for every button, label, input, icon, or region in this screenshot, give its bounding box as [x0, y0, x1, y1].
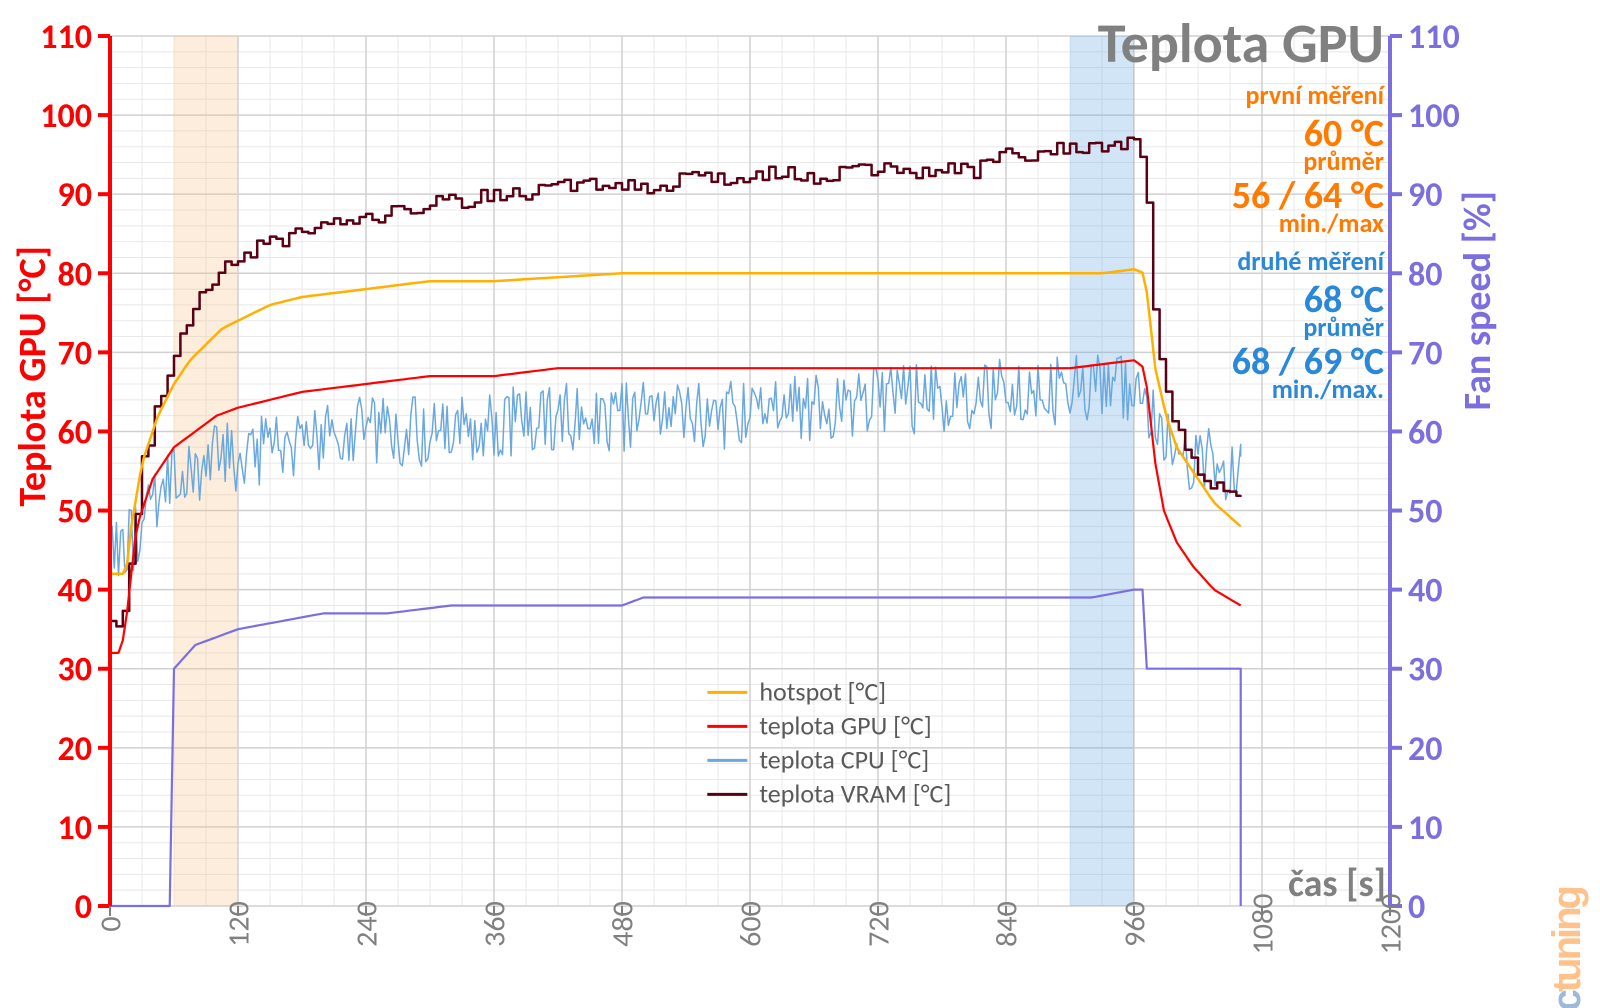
annot-heading: první měření — [1245, 79, 1385, 111]
y-tick-left: 70 — [58, 333, 92, 374]
y-left-label: Teplota GPU [°C] — [10, 246, 56, 507]
chart-title: Teplota GPU — [1098, 10, 1384, 78]
x-tick: 480 — [605, 901, 642, 947]
y-tick-right: 70 — [1408, 333, 1442, 374]
y-tick-left: 110 — [40, 17, 92, 58]
y-tick-left: 100 — [40, 96, 92, 137]
y-tick-right: 10 — [1408, 808, 1442, 849]
y-tick-left: 50 — [58, 492, 92, 533]
y-tick-left: 30 — [58, 650, 92, 691]
y-tick-left: 90 — [58, 175, 92, 216]
gpu-temp-chart: 0 10 20 30 40 50 60 70 80 90 100 110 0 10 20 30 40 50 60 70… — [0, 0, 1600, 1008]
annot-heading: druhé měření — [1237, 245, 1385, 277]
y-tick-right: 50 — [1408, 492, 1442, 533]
legend-label: hotspot [°C] — [759, 675, 886, 707]
y-tick-left: 40 — [58, 571, 92, 612]
y-tick-right: 100 — [1408, 96, 1460, 137]
y-tick-left: 0 — [75, 887, 92, 928]
x-tick: 600 — [733, 901, 770, 947]
annot-range-sub: min./max. — [1272, 373, 1384, 405]
x-tick: 840 — [989, 901, 1026, 947]
y-tick-left: 10 — [58, 808, 92, 849]
x-tick: 960 — [1117, 901, 1154, 947]
y-right-label: Fan speed [%] — [1455, 191, 1501, 410]
legend-label: teplota GPU [°C] — [759, 709, 931, 741]
y-tick-right: 110 — [1408, 17, 1460, 58]
y-tick-right: 90 — [1408, 175, 1442, 216]
x-tick: 0 — [93, 916, 130, 931]
annot-range-sub: min./max — [1279, 207, 1384, 239]
y-tick-right: 80 — [1408, 254, 1442, 295]
y-tick-right: 20 — [1408, 729, 1442, 770]
y-tick-right: 60 — [1408, 412, 1442, 453]
highlight-band — [1070, 36, 1134, 906]
x-label: čas [s] — [1288, 861, 1386, 907]
y-tick-left: 80 — [58, 254, 92, 295]
y-tick-right: 0 — [1408, 887, 1425, 928]
y-tick-left: 20 — [58, 729, 92, 770]
y-tick-right: 40 — [1408, 571, 1442, 612]
x-tick: 120 — [221, 901, 258, 947]
legend-label: teplota VRAM [°C] — [759, 777, 951, 809]
x-tick: 1080 — [1245, 894, 1282, 955]
y-tick-left: 60 — [58, 412, 92, 453]
legend-label: teplota CPU [°C] — [759, 743, 929, 775]
x-tick: 240 — [349, 901, 386, 947]
x-tick: 360 — [477, 901, 514, 947]
x-tick: 720 — [861, 901, 898, 947]
y-tick-right: 30 — [1408, 650, 1442, 691]
